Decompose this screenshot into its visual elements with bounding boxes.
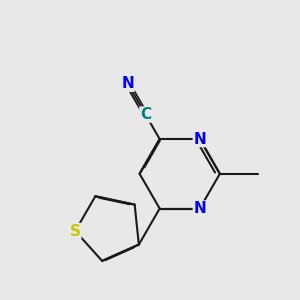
Text: N: N: [194, 201, 206, 216]
Text: N: N: [121, 76, 134, 91]
Text: N: N: [194, 131, 206, 146]
Text: S: S: [70, 224, 81, 238]
Text: C: C: [140, 107, 151, 122]
